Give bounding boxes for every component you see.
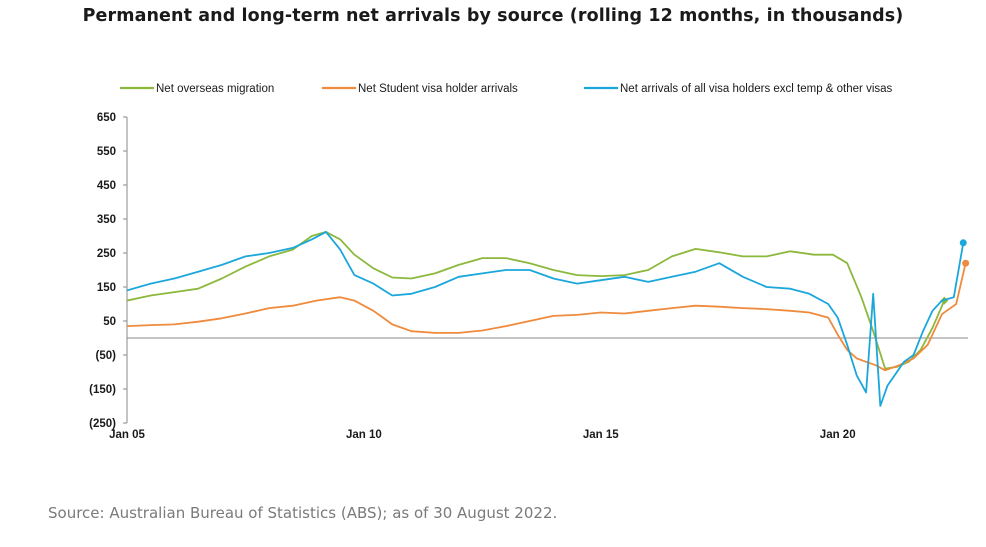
legend: Net overseas migration Net Student visa h…: [120, 83, 893, 95]
x-tick-label: Jan 05: [109, 429, 145, 441]
x-tick-label: Jan 20: [820, 429, 856, 441]
source-note: Source: Australian Bureau of Statistics …: [48, 504, 558, 522]
chart-title: Permanent and long-term net arrivals by …: [82, 6, 904, 26]
legend-label: Net Student visa holder arrivals: [358, 83, 518, 95]
series-line-1: [126, 231, 946, 370]
y-tick-label: (50): [96, 350, 117, 362]
y-tick-label: 550: [97, 146, 116, 158]
axes: 650 550 450 350 250 150 50 (50) (150) (250)Jan 05…: [89, 112, 968, 441]
legend-label: Net arrivals of all visa holders excl te…: [620, 83, 893, 95]
legend-label: Net overseas migration: [156, 83, 274, 95]
series-line-2: [126, 262, 967, 372]
x-tick-label: Jan 10: [346, 429, 382, 441]
series-group: [126, 231, 970, 407]
y-tick-label: 450: [97, 180, 116, 192]
y-tick-label: 250: [97, 248, 116, 260]
series-line-3: [126, 231, 965, 407]
y-tick-label: (250): [89, 418, 116, 430]
series-end-marker: [959, 239, 967, 247]
series-end-marker: [962, 259, 970, 267]
y-tick-label: (150): [89, 384, 116, 396]
y-tick-label: 650: [97, 112, 116, 124]
y-tick-label: 150: [97, 282, 116, 294]
y-tick-label: 350: [97, 214, 116, 226]
x-tick-label: Jan 15: [583, 429, 619, 441]
y-tick-label: 50: [103, 316, 116, 328]
